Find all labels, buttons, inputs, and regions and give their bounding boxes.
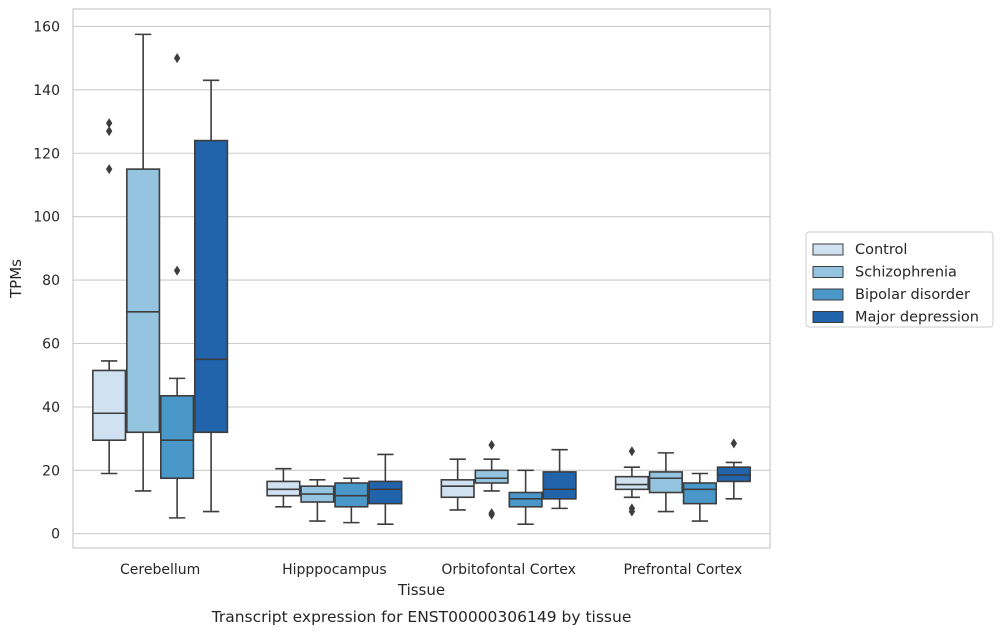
- outlier-point: [173, 53, 181, 64]
- legend-swatch: [812, 266, 844, 278]
- outlier-point: [105, 164, 113, 175]
- y-tick-label: 120: [33, 146, 60, 162]
- legend-label: Major depression: [855, 310, 979, 326]
- legend: Control Schizophrenia Bipolar disorder Majo…: [805, 231, 994, 328]
- outlier-point: [488, 439, 495, 450]
- box-schizophrenia: [126, 33, 161, 492]
- y-tick-label: 160: [33, 19, 60, 35]
- y-axis-label: TPMs: [7, 259, 25, 299]
- y-tick-label: 140: [33, 83, 60, 99]
- iqr-box: [368, 480, 403, 505]
- box-major-depression: [368, 453, 403, 526]
- box-schizophrenia: [300, 479, 335, 522]
- outlier-point: [628, 503, 636, 514]
- y-tick-label: 20: [42, 463, 60, 479]
- iqr-box: [92, 369, 127, 441]
- iqr-box: [160, 395, 195, 480]
- chart-caption: Transcript expression for ENST0000030614…: [211, 608, 632, 626]
- plot-area-frame: [72, 8, 771, 549]
- iqr-box: [126, 168, 161, 434]
- outlier-point: [628, 446, 636, 457]
- box-groups: [92, 33, 751, 526]
- legend-frame: [805, 231, 994, 328]
- outlier-point: [488, 508, 495, 519]
- legend-swatch: [812, 243, 844, 256]
- box-control: [440, 458, 475, 511]
- y-tick-label: 40: [42, 400, 60, 416]
- box-bipolar-disorder: [508, 469, 543, 526]
- box-bipolar-disorder: [334, 477, 369, 524]
- y-tick-label: 60: [42, 336, 60, 352]
- outlier-point: [105, 126, 113, 137]
- iqr-box: [682, 482, 717, 505]
- box-major-depression: [542, 448, 577, 510]
- box-bipolar-disorder: [160, 53, 195, 519]
- x-tick-label: Cerebellum: [120, 562, 200, 578]
- y-tick-label: 80: [42, 273, 60, 289]
- box-major-depression: [193, 79, 229, 513]
- x-tick-labels: Cerebellum Hipppocampus Orbitofontal Corte…: [120, 562, 742, 578]
- legend-swatch: [812, 311, 844, 323]
- x-tick-label: Hipppocampus: [282, 562, 387, 578]
- iqr-box: [440, 479, 475, 499]
- box-control: [266, 467, 301, 508]
- iqr-box: [474, 469, 509, 484]
- box-schizophrenia: [648, 452, 683, 513]
- box-control: [92, 118, 127, 475]
- legend-swatch: [812, 288, 844, 301]
- box-schizophrenia: [474, 439, 509, 520]
- legend-label: Bipolar disorder: [855, 287, 970, 303]
- outlier-point: [730, 438, 738, 449]
- box-bipolar-disorder: [682, 472, 717, 522]
- box-major-depression: [716, 438, 751, 500]
- box-control: [614, 446, 650, 517]
- outlier-point: [173, 265, 181, 276]
- outlier-point: [105, 118, 113, 129]
- legend-label: Schizophrenia: [855, 265, 957, 281]
- x-tick-label: Orbitofontal Cortex: [441, 562, 576, 578]
- legend-label: Control: [855, 242, 907, 258]
- y-tick-label: 100: [33, 210, 60, 226]
- x-axis-label: Tissue: [397, 581, 445, 599]
- x-tick-label: Prefrontal Cortex: [624, 562, 743, 578]
- iqr-box: [193, 139, 229, 434]
- iqr-box: [542, 471, 577, 500]
- y-tick-label: 0: [51, 527, 60, 543]
- iqr-box: [648, 471, 683, 494]
- iqr-box: [614, 475, 650, 491]
- y-tick-labels: 0 20 40 60 80 100 120 140 160: [33, 19, 60, 542]
